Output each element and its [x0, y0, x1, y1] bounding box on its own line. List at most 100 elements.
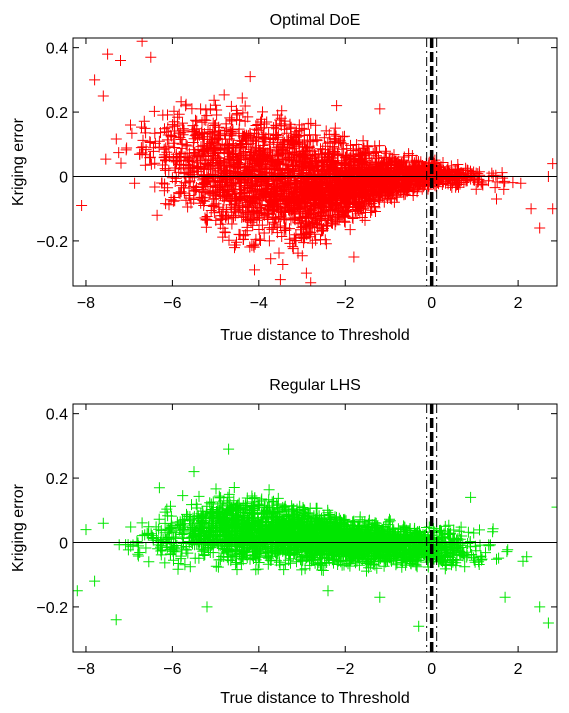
data-point-marker — [360, 207, 371, 218]
data-point-marker — [160, 126, 172, 138]
data-point-marker — [227, 149, 239, 160]
data-point-marker — [250, 564, 262, 576]
data-point-marker — [209, 169, 221, 181]
data-point-marker — [265, 253, 277, 265]
data-point-marker — [115, 55, 126, 66]
data-point-marker — [247, 134, 259, 146]
data-point-marker — [284, 237, 296, 249]
data-point-marker — [515, 177, 527, 189]
data-point-marker — [139, 159, 151, 171]
data-point-marker — [386, 188, 398, 200]
data-point-marker — [376, 156, 388, 168]
data-point-marker — [140, 542, 152, 554]
data-point-marker — [301, 156, 313, 168]
data-point-marker — [304, 157, 316, 169]
data-point-marker — [364, 181, 376, 193]
data-point-marker — [324, 149, 336, 160]
y-tick-label: 0.2 — [46, 105, 68, 122]
data-point-marker — [153, 141, 165, 153]
data-point-marker — [499, 175, 511, 187]
data-point-marker — [272, 184, 283, 196]
data-point-marker — [413, 162, 425, 173]
data-point-marker — [297, 164, 309, 176]
data-point-marker — [418, 179, 430, 191]
data-point-marker — [170, 172, 182, 184]
y-axis-label: Kriging error — [10, 117, 27, 206]
data-point-marker — [237, 169, 249, 180]
data-point-marker — [327, 214, 338, 226]
data-point-marker — [337, 198, 349, 210]
data-point-marker — [262, 214, 274, 225]
data-point-marker — [260, 162, 272, 174]
data-point-marker — [113, 147, 125, 159]
data-point-marker — [197, 178, 208, 190]
data-point-marker — [299, 192, 311, 204]
data-point-marker — [256, 176, 268, 187]
data-point-marker — [309, 212, 321, 224]
data-point-marker — [452, 163, 464, 175]
data-point-marker — [344, 156, 356, 168]
data-point-marker — [186, 156, 198, 168]
data-point-marker — [352, 191, 364, 203]
data-point-marker — [230, 195, 242, 207]
data-point-marker — [210, 99, 221, 111]
data-point-marker — [347, 199, 359, 210]
data-point-marker — [148, 105, 160, 117]
data-point-marker — [229, 239, 241, 251]
data-point-marker — [243, 141, 255, 153]
data-point-marker — [305, 277, 317, 286]
data-point-marker — [250, 142, 262, 154]
data-point-marker — [475, 176, 487, 188]
data-point-marker — [353, 149, 365, 160]
data-point-marker — [229, 210, 241, 222]
data-point-marker — [89, 74, 101, 86]
data-point-marker — [387, 178, 399, 190]
data-point-marker — [331, 190, 343, 202]
data-point-marker — [263, 128, 275, 140]
data-point-marker — [301, 173, 313, 185]
data-point-marker — [396, 561, 408, 573]
data-point-marker — [262, 189, 274, 200]
data-point-marker — [235, 150, 247, 162]
data-point-marker — [249, 127, 260, 139]
x-tick-label: −6 — [163, 295, 181, 312]
data-point-marker — [346, 211, 358, 223]
data-point-marker — [327, 141, 339, 153]
data-point-marker — [316, 148, 327, 160]
data-point-marker — [157, 159, 168, 171]
data-point-marker — [288, 232, 300, 244]
data-point-marker — [428, 158, 440, 169]
data-point-marker — [339, 215, 350, 227]
data-point-marker — [242, 182, 254, 193]
data-point-marker — [138, 115, 150, 127]
data-point-marker — [408, 183, 420, 195]
data-point-marker — [286, 188, 297, 200]
data-point-marker — [275, 154, 287, 166]
data-point-marker — [214, 206, 226, 218]
data-point-marker — [230, 142, 242, 154]
data-point-marker — [250, 120, 262, 131]
data-point-marker — [331, 200, 343, 212]
data-point-marker — [267, 212, 279, 224]
data-point-marker — [432, 172, 444, 184]
data-point-marker — [191, 115, 203, 127]
data-point-marker — [169, 142, 181, 153]
data-point-marker — [335, 136, 347, 148]
data-point-marker — [333, 212, 345, 224]
data-point-marker — [236, 92, 248, 104]
data-point-marker — [328, 142, 340, 154]
data-point-marker — [345, 139, 356, 151]
data-point-marker — [380, 145, 391, 157]
y-tick-label: 0 — [59, 169, 68, 186]
data-point-marker — [254, 155, 266, 167]
data-point-marker — [252, 207, 264, 219]
data-point-marker — [136, 38, 148, 47]
data-point-marker — [140, 127, 152, 139]
chart-title: Optimal DoE — [270, 12, 361, 29]
panel-regular-lhs: Regular LHS −0.200.20.4 −8 −6 −4 −2 0 2 True … — [10, 377, 558, 707]
data-point-marker — [234, 114, 246, 126]
data-point-marker — [253, 195, 265, 207]
data-point-marker — [403, 172, 415, 184]
data-point-marker — [313, 155, 325, 167]
data-point-marker — [317, 224, 329, 236]
